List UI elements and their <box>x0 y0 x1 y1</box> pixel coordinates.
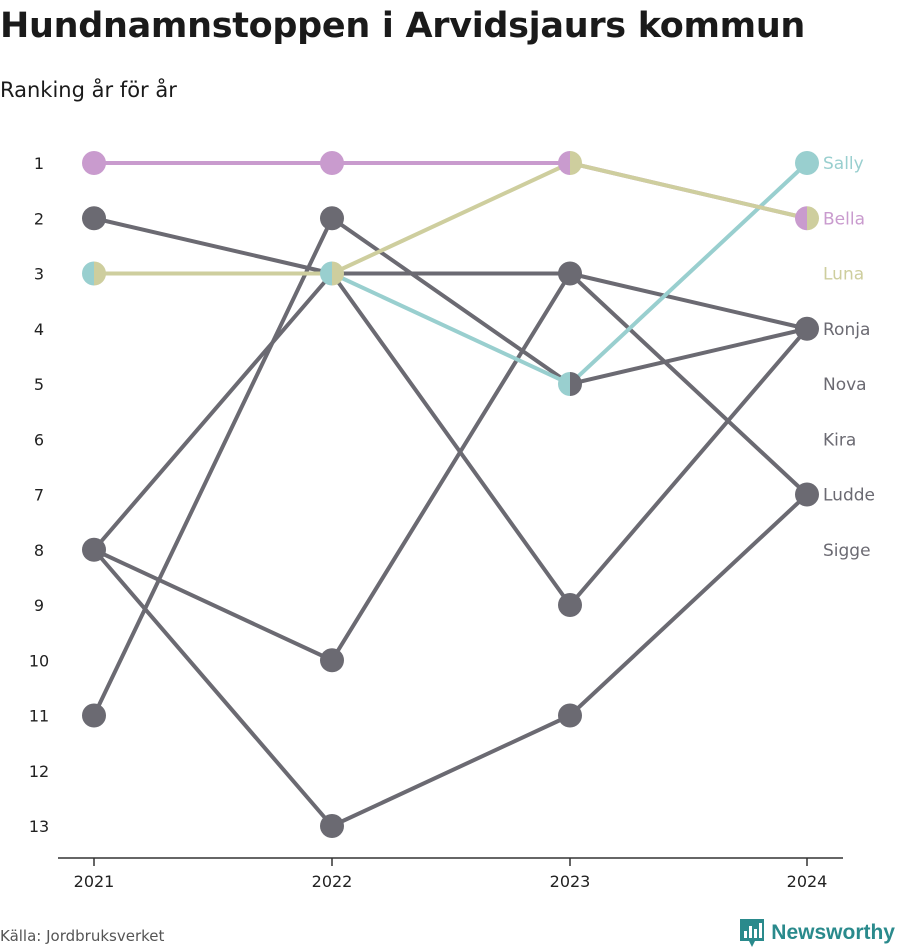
series-points <box>82 151 819 838</box>
point-bella-luna-2024-left <box>795 206 807 231</box>
series-lines <box>92 161 809 828</box>
series-line-bella <box>92 161 809 221</box>
point-ronja-2021 <box>82 206 106 231</box>
point-kira-2022 <box>320 206 344 231</box>
y-tick-label: 9 <box>34 596 44 615</box>
point-nova-ludde-sigge-2021 <box>82 537 106 562</box>
point-sigge-2022 <box>320 814 344 838</box>
series-line-nova <box>92 271 809 607</box>
point-bella-2022 <box>320 151 344 175</box>
end-label-sigge: Sigge <box>823 541 871 561</box>
end-label-ludde: Ludde <box>823 486 875 506</box>
point-bella-2021 <box>82 151 106 175</box>
point-sally-kira-2023-right <box>570 372 582 396</box>
chart-title: Hundnamnstoppen i Arvidsjaurs kommun <box>0 6 806 46</box>
end-label-ronja: Ronja <box>823 320 870 340</box>
end-label-sally: Sally <box>823 154 864 174</box>
y-tick-label: 8 <box>34 541 44 560</box>
point-ronja-nova-kira-2024 <box>795 316 819 341</box>
point-sally-luna-2021-right <box>94 261 107 286</box>
end-labels: Sally Bella Luna Ronja Nova Kira Ludde Sigge <box>823 154 875 561</box>
brand-name: Newsworthy <box>771 921 895 944</box>
brand-logo: Newsworthy <box>739 918 895 948</box>
y-tick-label: 7 <box>34 486 44 505</box>
bar-chart-icon <box>740 919 765 947</box>
point-kira-2021 <box>82 703 106 728</box>
point-bella-luna-2023-left <box>558 151 570 175</box>
x-tick-label: 2024 <box>787 872 828 891</box>
point-ronja-ludde-2023 <box>558 261 582 286</box>
x-tick-label: 2023 <box>550 872 591 891</box>
y-tick-label: 10 <box>29 651 49 670</box>
end-label-luna: Luna <box>823 265 864 285</box>
point-sally-kira-2023-left <box>558 372 570 396</box>
y-tick-label: 4 <box>34 320 44 339</box>
point-sally-2024 <box>795 151 819 175</box>
y-tick-label: 12 <box>29 762 49 781</box>
chart-subtitle: Ranking år för år <box>0 78 177 102</box>
series-line-ronja <box>92 216 809 331</box>
y-tick-label: 5 <box>34 375 44 394</box>
series-line-sigge <box>92 492 809 828</box>
x-tick-label: 2022 <box>312 872 353 891</box>
point-sally-luna-2021-left <box>82 261 94 286</box>
series-line-kira <box>92 216 809 718</box>
series-line-ludde <box>92 271 809 663</box>
end-label-bella: Bella <box>823 209 865 229</box>
y-tick-label: 3 <box>34 265 44 284</box>
point-sally-luna-ronja-nova-2022-left <box>320 261 332 286</box>
point-bella-luna-2023-right <box>570 151 582 175</box>
end-label-kira: Kira <box>823 430 856 450</box>
series-line-luna <box>92 161 809 276</box>
point-bella-luna-2024-right <box>807 206 819 231</box>
source-note: Källa: Jordbruksverket <box>0 927 165 945</box>
y-tick-label: 11 <box>29 707 49 726</box>
point-nova-2023 <box>558 593 582 617</box>
point-ludde-2022 <box>320 648 344 673</box>
y-tick-label: 1 <box>34 154 44 173</box>
y-tick-label: 2 <box>34 209 44 228</box>
y-tick-label: 13 <box>29 817 49 836</box>
point-ludde-sigge-2024 <box>795 482 819 507</box>
y-tick-label: 6 <box>34 430 44 449</box>
point-sally-luna-ronja-nova-2022-right <box>332 261 344 286</box>
x-tick-label: 2021 <box>74 872 115 891</box>
end-label-nova: Nova <box>823 375 867 395</box>
point-sigge-2023 <box>558 703 582 728</box>
